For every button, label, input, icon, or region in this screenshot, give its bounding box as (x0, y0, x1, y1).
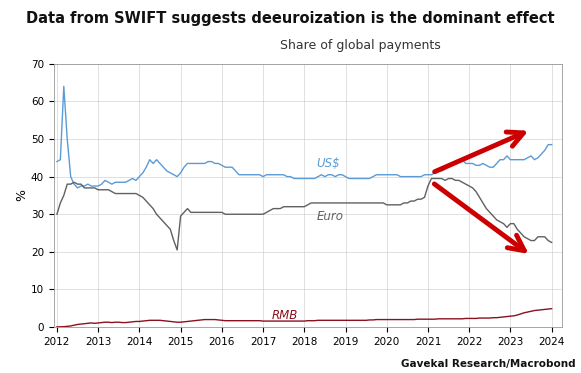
Y-axis label: %: % (15, 189, 28, 201)
Text: Data from SWIFT suggests deeuroization is the dominant effect: Data from SWIFT suggests deeuroization i… (26, 11, 555, 26)
Text: US$: US$ (317, 157, 340, 170)
Text: RMB: RMB (271, 308, 297, 322)
Text: Gavekal Research/Macrobond: Gavekal Research/Macrobond (400, 359, 575, 369)
Text: Share of global payments: Share of global payments (280, 39, 440, 52)
Text: Euro: Euro (317, 210, 343, 223)
